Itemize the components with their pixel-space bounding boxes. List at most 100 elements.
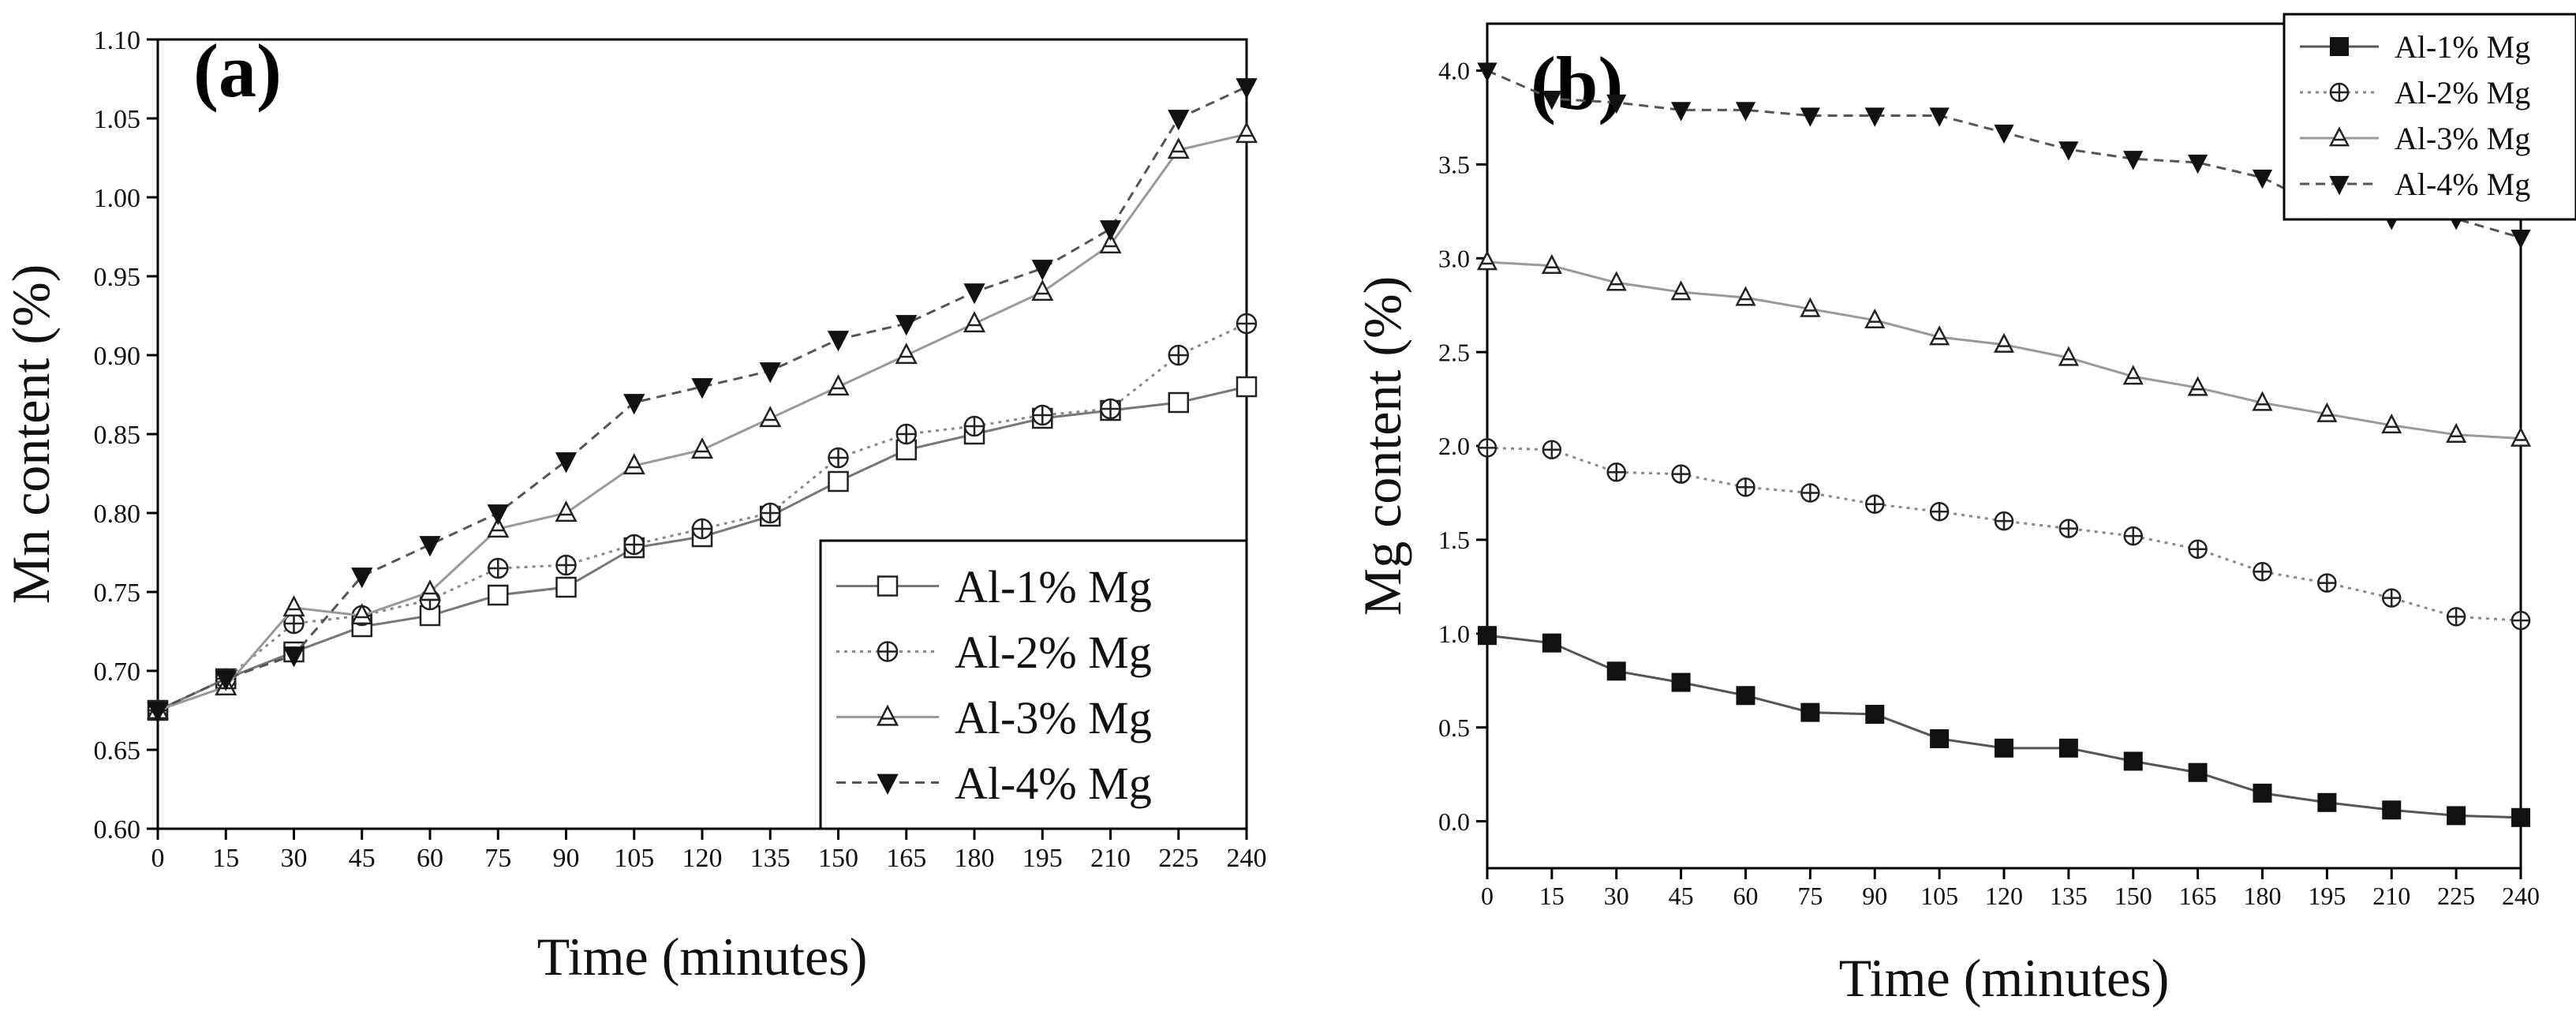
- data-point: [1864, 107, 1885, 127]
- data-point: [2317, 573, 2337, 593]
- data-point: [827, 331, 850, 352]
- data-point: [963, 283, 985, 305]
- data-point: [282, 595, 305, 617]
- data-point: [691, 518, 713, 540]
- legend-label: Al-3% Mg: [955, 692, 1152, 743]
- data-point: [828, 470, 849, 493]
- data-point: [1168, 344, 1189, 366]
- data-point: [555, 576, 577, 598]
- legend-marker: [877, 773, 899, 795]
- legend-marker: [2328, 126, 2350, 147]
- x-tick-label: 165: [2179, 882, 2217, 910]
- data-point: [1606, 463, 1626, 482]
- data-point: [147, 702, 169, 723]
- x-tick-label: 240: [1227, 844, 1267, 873]
- data-point: [895, 423, 917, 445]
- x-tick-label: 165: [886, 844, 926, 873]
- data-point: [1541, 253, 1562, 275]
- x-tick-label: 225: [1158, 844, 1198, 873]
- data-point: [1542, 91, 1562, 110]
- data-point: [1606, 94, 1627, 114]
- data-point: [1236, 313, 1258, 335]
- data-point: [1606, 661, 1626, 681]
- x-tick-label: 45: [1669, 882, 1694, 910]
- data-point: [2381, 414, 2402, 434]
- y-tick-label: 1.0: [1438, 620, 1470, 648]
- data-point: [1800, 483, 1820, 503]
- y-tick-label: 0.5: [1438, 713, 1470, 742]
- x-tick-label: 75: [1797, 882, 1823, 910]
- data-point: [1930, 728, 1950, 748]
- x-tick-label: 150: [2114, 882, 2152, 910]
- data-point: [759, 406, 782, 428]
- y-tick-label: 3.0: [1438, 244, 1470, 272]
- x-tick-label: 0: [1481, 882, 1494, 910]
- data-point: [555, 500, 578, 522]
- data-point: [1606, 271, 1627, 291]
- y-tick-label: 1.10: [94, 26, 141, 55]
- data-point: [1542, 633, 1561, 653]
- data-point: [2446, 422, 2467, 444]
- x-tick-label: 135: [2050, 882, 2088, 910]
- legend-marker: [876, 704, 899, 726]
- y-tick-label: 0.65: [94, 736, 141, 766]
- data-point: [2252, 169, 2273, 189]
- data-point: [1032, 404, 1053, 426]
- series-line: [157, 85, 1247, 712]
- data-point: [2317, 792, 2337, 812]
- data-point: [419, 536, 441, 557]
- y-tick-label: 0.60: [94, 815, 141, 845]
- data-point: [623, 453, 645, 475]
- y-tick-label: 0.70: [94, 657, 141, 687]
- data-point: [1735, 102, 1756, 122]
- data-point: [963, 415, 985, 437]
- data-point: [1099, 220, 1122, 242]
- x-tick-label: 225: [2437, 882, 2475, 910]
- data-point: [2382, 800, 2402, 820]
- data-point: [1994, 511, 2014, 531]
- data-point: [1099, 232, 1122, 254]
- data-point: [1995, 738, 2013, 758]
- data-point: [1993, 332, 2015, 353]
- x-tick-label: 75: [484, 844, 511, 873]
- x-tick-label: 210: [2372, 882, 2410, 910]
- data-point: [1236, 376, 1258, 398]
- data-point: [1736, 686, 1755, 706]
- legend-label: Al-1% Mg: [955, 561, 1152, 612]
- y-tick-label: 2.0: [1438, 432, 1470, 460]
- data-point: [963, 311, 986, 333]
- data-point: [1929, 501, 1950, 522]
- y-tick-label: 0.80: [94, 500, 141, 529]
- data-point: [2447, 806, 2466, 826]
- legend-marker: [877, 575, 899, 597]
- data-point: [691, 378, 713, 399]
- data-point: [1671, 464, 1691, 484]
- data-point: [215, 670, 237, 691]
- data-point: [2446, 607, 2466, 627]
- data-point: [1735, 286, 1756, 306]
- data-point: [488, 557, 509, 579]
- legend-marker: [2329, 82, 2350, 103]
- data-point: [760, 502, 781, 524]
- x-tick-label: 30: [1604, 882, 1629, 910]
- data-point: [828, 447, 849, 469]
- data-point: [1031, 279, 1054, 302]
- data-point: [2122, 365, 2144, 385]
- data-point: [282, 646, 305, 668]
- legend-marker: [2330, 37, 2349, 56]
- data-point: [555, 554, 577, 576]
- data-point: [1477, 438, 1497, 458]
- x-tick-label: 195: [2308, 882, 2346, 910]
- data-point: [2253, 783, 2272, 803]
- panel-label-a: (a): [193, 28, 282, 113]
- y-tick-label: 0.85: [94, 421, 141, 450]
- data-point: [2382, 588, 2402, 608]
- legend-label: Al-2% Mg: [2395, 75, 2530, 110]
- data-point: [895, 343, 918, 365]
- x-tick-label: 240: [2502, 882, 2540, 910]
- x-tick-label: 105: [614, 844, 654, 873]
- legend-marker: [877, 641, 899, 662]
- data-point: [2511, 807, 2530, 827]
- x-axis-title-a: Time (minutes): [537, 927, 868, 987]
- data-point: [1670, 102, 1692, 122]
